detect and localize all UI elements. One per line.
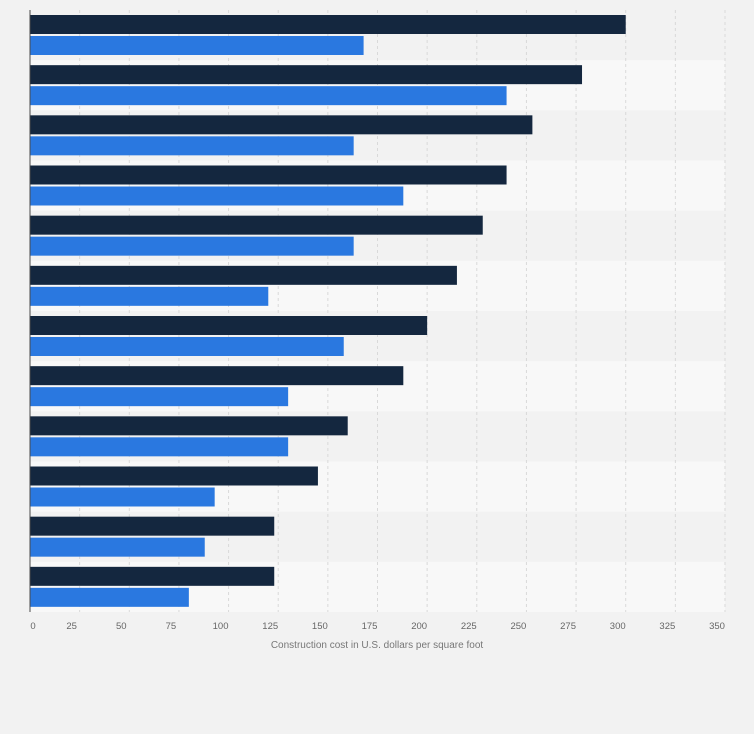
- bar-series-1: [30, 566, 275, 586]
- x-tick-label: 125: [262, 621, 278, 632]
- bar-series-2: [30, 86, 507, 106]
- bar-series-1: [30, 316, 428, 335]
- x-tick-label: 175: [362, 621, 378, 632]
- x-tick-label: 350: [709, 621, 725, 632]
- bar-series-2: [30, 487, 215, 507]
- x-tick-label: 225: [461, 621, 477, 632]
- bar-series-2: [30, 387, 289, 407]
- bar-series-2: [30, 286, 269, 306]
- bar-series-2: [30, 537, 205, 557]
- bar-series-1: [30, 215, 483, 235]
- bar-series-1: [30, 265, 457, 285]
- bar-series-2: [30, 36, 364, 55]
- x-tick-label: 100: [213, 621, 229, 632]
- bar-series-1: [30, 165, 507, 185]
- x-tick-label: 50: [116, 621, 127, 632]
- x-tick-label: 0: [30, 621, 35, 632]
- bar-series-1: [30, 15, 626, 34]
- bar-series-2: [30, 437, 289, 457]
- x-tick-label: 250: [510, 621, 526, 632]
- bar-series-1: [30, 65, 583, 85]
- x-axis-ticks: 0 25 50 75 100 125 150 175 200 225 250 275 300 325 350: [30, 621, 725, 632]
- x-axis-title: Construction cost in U.S. dollars per sq…: [271, 640, 484, 651]
- bar-series-1: [30, 466, 318, 486]
- x-tick-label: 325: [659, 621, 675, 632]
- bar-series-1: [30, 516, 275, 536]
- bar-series-2: [30, 587, 189, 607]
- x-tick-label: 75: [166, 621, 177, 632]
- x-tick-label: 150: [312, 621, 328, 632]
- bars-group: [30, 15, 626, 607]
- bar-series-2: [30, 136, 354, 156]
- bar-series-1: [30, 366, 404, 386]
- bar-series-2: [30, 337, 344, 356]
- x-tick-label: 300: [610, 621, 626, 632]
- x-tick-label: 275: [560, 621, 576, 632]
- gridlines: [79, 10, 726, 612]
- bar-series-2: [30, 236, 354, 256]
- bar-series-1: [30, 115, 533, 135]
- bar-series-2: [30, 186, 404, 206]
- x-tick-label: 200: [411, 621, 427, 632]
- x-tick-label: 25: [66, 621, 77, 632]
- bar-series-1: [30, 416, 348, 436]
